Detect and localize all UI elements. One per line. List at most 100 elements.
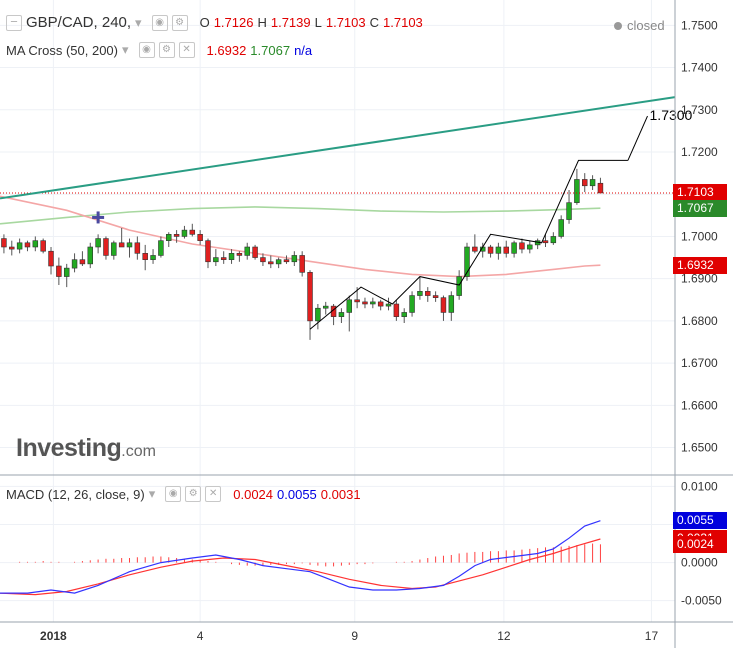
price-badge: 1.7103 <box>673 184 727 202</box>
price-tick-label: 1.6900 <box>681 272 718 286</box>
macd-badge: 0.0024 <box>673 535 727 553</box>
candle-up <box>495 246 502 254</box>
chevron-down-icon[interactable]: ▾ <box>135 14 142 30</box>
candle-down <box>205 240 211 263</box>
gear-icon[interactable]: ⚙ <box>171 14 188 31</box>
status-dot-icon <box>614 22 622 30</box>
candle-down <box>252 246 258 258</box>
candle-up <box>574 179 580 203</box>
candle-up <box>448 295 455 313</box>
candle-down <box>189 229 196 235</box>
ma-eye-icon[interactable]: ◉ <box>138 42 155 58</box>
macd-series <box>0 520 601 596</box>
macd-line <box>0 520 601 594</box>
ma-gear-icon[interactable]: ⚙ <box>158 42 175 58</box>
candle-down <box>542 240 549 244</box>
macd-tick-label: 0.0100 <box>681 479 718 493</box>
candle-down <box>362 301 368 305</box>
candle-down <box>1 238 7 248</box>
candle-down <box>24 242 31 248</box>
price-tick-label: 1.7200 <box>681 145 718 159</box>
price-tick-label: 1.6600 <box>681 398 718 412</box>
price-header: ─ GBP/CAD, 240, ▾ ◉ ⚙ O 1.7126 H 1.7139 … <box>6 14 427 31</box>
collapse-icon[interactable]: ─ <box>6 14 22 31</box>
time-tick-label: 12 <box>497 629 511 643</box>
candle-up <box>566 202 572 220</box>
candles <box>1 168 604 340</box>
eye-icon[interactable]: ◉ <box>151 14 168 31</box>
candle-down <box>142 253 148 260</box>
candle-up <box>291 255 298 263</box>
macd-value-1: 0.0024 <box>233 486 274 502</box>
ma-value-3: n/a <box>294 42 313 58</box>
price-tick-label: 1.7000 <box>681 229 718 243</box>
macd-grid <box>0 485 675 602</box>
candle-down <box>283 259 290 263</box>
macd-signal-line <box>0 538 601 596</box>
candle-up <box>550 236 557 244</box>
macd-tick-label: -0.0050 <box>681 594 722 608</box>
close-label: C <box>369 15 380 30</box>
price-badge: 1.7067 <box>673 199 727 217</box>
price-pane <box>0 0 675 475</box>
candle-down <box>307 272 313 322</box>
macd-value-2: 0.0055 <box>277 486 317 502</box>
ma-chevron-down-icon[interactable]: ▾ <box>122 42 129 57</box>
candle-down <box>597 182 604 194</box>
candle-up <box>558 219 564 237</box>
ma-lines <box>0 195 601 278</box>
candle-up <box>589 179 596 187</box>
open-value: 1.7126 <box>213 15 254 30</box>
candle-down <box>582 179 588 187</box>
candle-down <box>79 259 86 265</box>
logo-main: Investing <box>16 434 122 462</box>
time-tick-label: 9 <box>351 629 358 643</box>
ma-slow-line <box>0 206 601 225</box>
macd-chevron-down-icon[interactable]: ▾ <box>148 486 156 501</box>
investing-logo: Investing.com <box>16 434 156 463</box>
candle-down <box>425 291 431 296</box>
macd-badge: 0.0055 <box>673 512 727 530</box>
candle-up <box>150 255 156 260</box>
market-status-text: closed <box>627 18 665 33</box>
candle-down <box>519 242 525 250</box>
candle-down <box>503 246 509 254</box>
symbol-label: GBP/CAD, 240, <box>26 14 132 31</box>
target-line <box>627 115 648 161</box>
pattern-line <box>309 159 628 330</box>
candle-down <box>260 257 266 263</box>
candle-down <box>56 265 62 277</box>
candle-down <box>220 257 227 260</box>
price-tick-label: 1.7500 <box>681 18 718 32</box>
candle-up <box>417 291 423 296</box>
ma-fast-line <box>0 195 601 278</box>
candle-up <box>126 242 133 248</box>
candle-up <box>464 246 470 277</box>
candle-up <box>95 238 101 248</box>
candle-up <box>63 267 70 277</box>
macd-gear-icon[interactable]: ⚙ <box>185 486 202 502</box>
candle-down <box>134 242 141 254</box>
macd-label: MACD (12, 26, close, 9) <box>6 486 145 502</box>
close-value: 1.7103 <box>383 15 423 30</box>
ma-value-1: 1.6932 <box>206 42 247 58</box>
macd-eye-icon[interactable]: ◉ <box>165 486 182 502</box>
high-value: 1.7139 <box>270 15 311 30</box>
macd-value-3: 0.0031 <box>320 486 361 502</box>
candle-up <box>315 307 321 322</box>
candle-up <box>32 240 39 248</box>
macd-close-icon[interactable]: ✕ <box>205 486 222 502</box>
time-tick-label: 2018 <box>40 629 67 643</box>
candle-up <box>370 301 376 305</box>
candle-up <box>181 229 188 237</box>
candle-up <box>87 246 93 265</box>
time-tick-label: 4 <box>197 629 204 643</box>
price-tick-label: 1.6800 <box>681 314 718 328</box>
ma-close-icon[interactable]: ✕ <box>178 42 195 58</box>
price-badge: 1.6932 <box>673 256 727 274</box>
candle-up <box>346 299 353 313</box>
candle-down <box>103 238 109 256</box>
price-tick-label: 1.7300 <box>681 103 718 117</box>
macd-tick-label: 0.0000 <box>681 556 718 570</box>
logo-suffix: .com <box>121 443 156 460</box>
